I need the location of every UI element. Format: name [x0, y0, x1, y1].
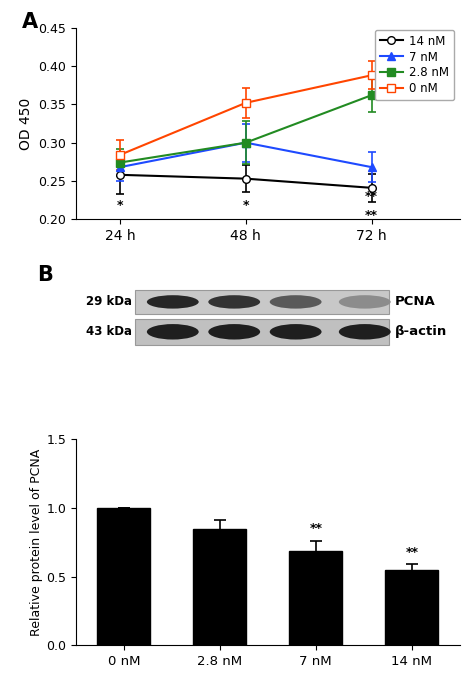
Text: B: B — [37, 265, 53, 285]
Bar — [385, 570, 438, 645]
Bar — [290, 550, 342, 645]
Y-axis label: Relative protein level of PCNA: Relative protein level of PCNA — [30, 449, 43, 636]
Text: *: * — [117, 199, 123, 212]
Text: **: ** — [405, 545, 418, 559]
Ellipse shape — [339, 295, 391, 309]
Legend: 14 nM, 7 nM, 2.8 nM, 0 nM: 14 nM, 7 nM, 2.8 nM, 0 nM — [375, 30, 454, 100]
Ellipse shape — [270, 295, 321, 309]
Text: β-actin: β-actin — [394, 325, 447, 338]
Ellipse shape — [208, 324, 260, 339]
Text: *: * — [243, 199, 249, 212]
FancyBboxPatch shape — [136, 290, 389, 314]
Ellipse shape — [339, 324, 391, 339]
Ellipse shape — [208, 295, 260, 309]
Text: **: ** — [365, 208, 378, 221]
Text: 29 kDa: 29 kDa — [85, 296, 131, 308]
Y-axis label: OD 450: OD 450 — [18, 97, 33, 150]
Text: **: ** — [365, 190, 378, 203]
Text: 43 kDa: 43 kDa — [85, 325, 131, 338]
FancyBboxPatch shape — [136, 319, 389, 345]
Bar — [98, 508, 150, 645]
Text: A: A — [22, 12, 38, 33]
Bar — [193, 529, 246, 645]
Ellipse shape — [147, 295, 199, 309]
Text: PCNA: PCNA — [394, 296, 435, 308]
Ellipse shape — [147, 324, 199, 339]
Text: **: ** — [310, 523, 322, 536]
Ellipse shape — [270, 324, 321, 339]
